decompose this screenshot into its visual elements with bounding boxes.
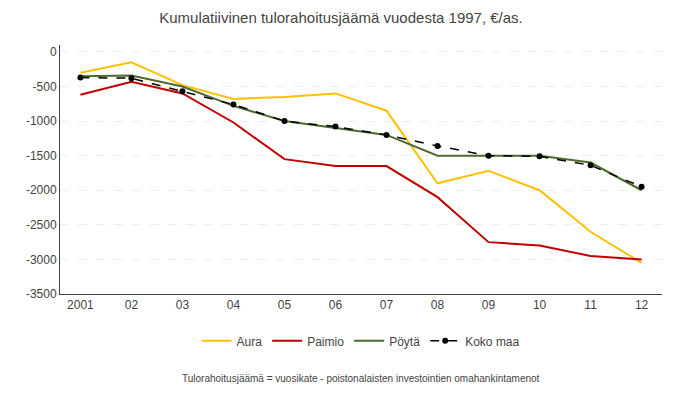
svg-text:0: 0 xyxy=(50,45,57,59)
svg-text:-3000: -3000 xyxy=(26,253,57,267)
svg-text:Aura: Aura xyxy=(237,335,263,349)
svg-text:-500: -500 xyxy=(33,80,57,94)
svg-text:-2500: -2500 xyxy=(26,218,57,232)
svg-text:Kumulatiivinen tulorahoitusjää: Kumulatiivinen tulorahoitusjäämä vuodest… xyxy=(159,9,523,26)
svg-text:09: 09 xyxy=(482,298,496,312)
svg-text:08: 08 xyxy=(431,298,445,312)
svg-text:-3500: -3500 xyxy=(26,287,57,301)
svg-text:04: 04 xyxy=(227,298,241,312)
svg-text:Tulorahoitusjäämä = vuosikate: Tulorahoitusjäämä = vuosikate - poistona… xyxy=(182,373,540,384)
svg-text:Pöytä: Pöytä xyxy=(389,335,420,349)
svg-text:Koko maa: Koko maa xyxy=(465,335,519,349)
svg-text:2001: 2001 xyxy=(67,298,94,312)
svg-text:10: 10 xyxy=(533,298,547,312)
svg-text:07: 07 xyxy=(380,298,394,312)
svg-text:Paimio: Paimio xyxy=(307,335,344,349)
svg-text:11: 11 xyxy=(584,298,597,312)
svg-text:02: 02 xyxy=(125,298,139,312)
svg-text:05: 05 xyxy=(278,298,292,312)
svg-text:03: 03 xyxy=(176,298,190,312)
svg-text:-1000: -1000 xyxy=(26,114,57,128)
svg-text:-2000: -2000 xyxy=(26,183,57,197)
svg-text:12: 12 xyxy=(635,298,649,312)
svg-text:06: 06 xyxy=(329,298,343,312)
svg-text:-1500: -1500 xyxy=(26,149,57,163)
